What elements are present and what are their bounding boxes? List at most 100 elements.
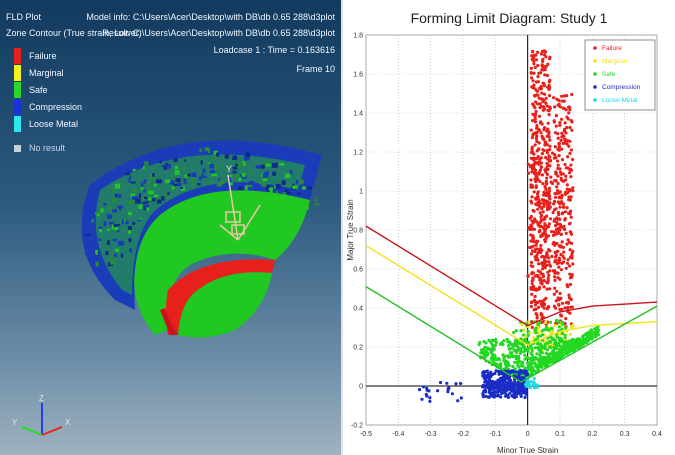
data-point (528, 385, 533, 389)
flange-speckle-cell (95, 255, 100, 259)
data-point (541, 148, 545, 152)
flange-speckle-cell (114, 183, 121, 189)
data-point (556, 217, 560, 221)
flange-speckle-cell (166, 164, 172, 169)
flange-speckle-cell (129, 248, 133, 253)
formed-part-model[interactable]: Y (60, 130, 340, 350)
data-point (555, 318, 559, 322)
data-point (508, 370, 512, 374)
flange-speckle-cell (209, 170, 216, 174)
data-point (534, 203, 538, 207)
data-point (520, 376, 525, 380)
data-point (558, 222, 562, 226)
data-point (502, 339, 506, 343)
flange-speckle-cell (200, 159, 203, 165)
data-point (562, 94, 566, 98)
flange-speckle-cell (281, 180, 286, 185)
data-point (532, 164, 536, 168)
data-point (507, 363, 511, 367)
data-point (555, 289, 559, 293)
flange-speckle-cell (150, 198, 156, 202)
data-point (555, 262, 559, 266)
data-point (522, 333, 526, 337)
flange-speckle-cell (241, 173, 246, 177)
flange-speckle-cell (85, 233, 91, 236)
data-point (540, 173, 545, 177)
data-point (530, 170, 534, 174)
data-point (518, 385, 522, 389)
data-point (545, 287, 549, 291)
flange-speckle-cell (111, 224, 114, 230)
data-point (516, 358, 520, 362)
data-point (532, 167, 536, 171)
data-point (536, 155, 540, 159)
flange-speckle-cell (107, 228, 110, 232)
data-point (563, 137, 567, 141)
legend-entry: Safe (602, 71, 616, 78)
data-point (582, 333, 586, 337)
data-point (554, 179, 558, 183)
data-point (546, 362, 550, 366)
data-point (563, 210, 568, 214)
data-point (514, 370, 519, 374)
data-point (530, 292, 534, 296)
data-point (576, 342, 580, 346)
flange-speckle-cell (173, 178, 177, 183)
data-point (544, 227, 548, 231)
z-axis-label: Z (39, 395, 44, 403)
data-point (508, 379, 512, 383)
data-point (425, 388, 429, 392)
flange-speckle-cell (207, 149, 211, 153)
data-point (563, 227, 567, 232)
data-point (556, 276, 560, 280)
data-point (548, 287, 552, 291)
data-point (547, 273, 551, 277)
data-point (538, 211, 542, 215)
data-point (503, 361, 508, 365)
flange-speckle-cell (214, 155, 218, 159)
data-point (594, 326, 598, 330)
data-point (547, 260, 551, 264)
no-result-label: No result (29, 143, 66, 153)
data-point (541, 136, 545, 140)
data-point (517, 376, 521, 381)
flange-speckle-cell (130, 193, 136, 198)
flange-speckle-cell (165, 179, 171, 184)
flange-speckle-cell (120, 253, 124, 258)
data-point (546, 341, 550, 345)
data-point (557, 154, 561, 158)
data-point (531, 156, 536, 160)
data-point (523, 366, 527, 370)
cup-bottom-safe (178, 272, 272, 338)
data-point (539, 334, 543, 338)
data-point (526, 273, 530, 278)
flange-speckle-cell (166, 157, 169, 161)
model-viewport[interactable]: FLD Plot Zone Contour (True strain, Lowe… (0, 0, 341, 455)
data-point (558, 123, 562, 127)
fld-chart[interactable]: -0.5 -0.4 -0.3 -0.2 -0.1 0 0.1 0.2 0.3 0.4 -0.2 0 0.… (343, 0, 675, 455)
flange-speckle-cell (130, 181, 136, 184)
data-point (548, 78, 552, 82)
data-point (543, 50, 548, 54)
flange-speckle-cell (161, 196, 165, 201)
x-tick-label: 0.2 (587, 431, 597, 438)
data-point (485, 369, 489, 373)
data-point (547, 222, 551, 226)
data-point (552, 120, 556, 124)
data-point (533, 143, 537, 147)
data-point (552, 230, 556, 234)
flange-speckle-cell (275, 183, 281, 189)
flange-speckle-cell (209, 163, 214, 169)
data-point (555, 220, 559, 224)
scatter-series-failure (526, 49, 575, 329)
data-point (547, 87, 551, 91)
data-point (450, 392, 454, 396)
data-point (540, 282, 544, 286)
data-point (532, 71, 536, 75)
data-point (532, 336, 536, 340)
data-point (556, 166, 560, 171)
data-point (547, 358, 551, 362)
data-point (541, 254, 545, 258)
data-point (535, 257, 539, 261)
data-point (549, 230, 554, 234)
